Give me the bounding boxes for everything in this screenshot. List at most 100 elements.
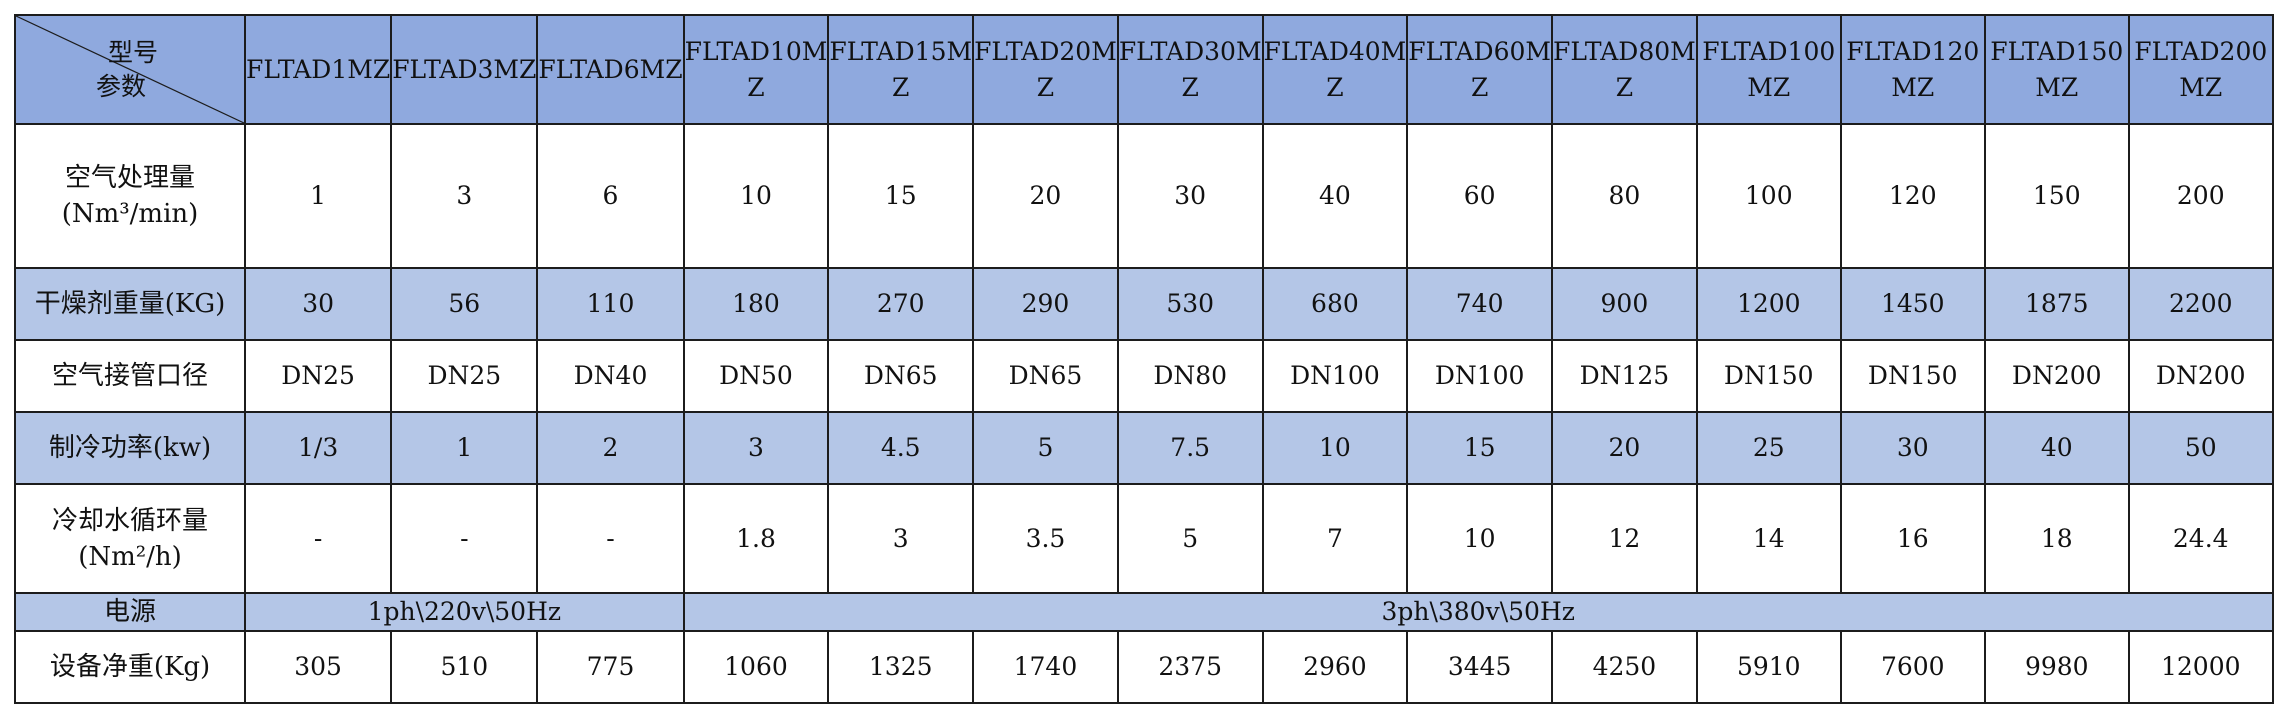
value-cell: 680 xyxy=(1261,267,1409,341)
row-label-pipe: 空气接管口径 xyxy=(14,339,246,413)
value-cell: 15 xyxy=(1406,411,1554,485)
value-cell: - xyxy=(390,483,539,594)
value-cell: DN200 xyxy=(1983,339,2130,413)
corner-diagonal xyxy=(16,16,244,123)
power-three-phase: 3ph\380v\50Hz xyxy=(682,592,2274,632)
row-desiccant: 干燥剂重量(KG) 30 56 110 180 270 290 530 680 740 900 12… xyxy=(14,267,2274,341)
value-cell: 1325 xyxy=(827,630,975,704)
value-cell: 150 xyxy=(1983,123,2130,269)
value-cell: 5 xyxy=(972,411,1119,485)
value-cell: DN150 xyxy=(1839,339,1986,413)
value-cell: 3 xyxy=(827,483,975,594)
value-cell: 7.5 xyxy=(1116,411,1264,485)
row-water: 冷却水循环量 (Nm²/h) - - -1.8 3 3.5 5 7 10 12 14 16 18 24.… xyxy=(14,483,2274,594)
value-cell: 775 xyxy=(536,630,685,704)
value-cell: 30 xyxy=(1116,123,1264,269)
value-cell: 24.4 xyxy=(2127,483,2274,594)
value-cell: 1450 xyxy=(1839,267,1986,341)
value-cell: 110 xyxy=(536,267,685,341)
value-cell: 100 xyxy=(1695,123,1842,269)
value-cell: 4.5 xyxy=(827,411,975,485)
value-cell: 740 xyxy=(1406,267,1554,341)
value-cell: DN80 xyxy=(1116,339,1264,413)
value-cell: 290 xyxy=(972,267,1119,341)
value-cell: DN50 xyxy=(682,339,830,413)
model-header-cell: FLTAD30M Z xyxy=(1116,14,1264,125)
value-cell: 30 xyxy=(243,267,393,341)
spec-table: 型号 参数 FLTAD1MZ FLTAD3MZ FLTAD6MZ FLTAD10M Z F… xyxy=(14,14,2274,704)
model-header-cell: FLTAD3MZ xyxy=(390,14,539,125)
value-cell: 6 xyxy=(536,123,685,269)
row-label-cooling: 制冷功率(kw) xyxy=(14,411,246,485)
value-cell: 1875 xyxy=(1983,267,2130,341)
value-cell: 200 xyxy=(2127,123,2274,269)
model-header-cell: FLTAD40M Z xyxy=(1261,14,1409,125)
value-cell: 50 xyxy=(2127,411,2274,485)
value-cell: 12 xyxy=(1551,483,1698,594)
row-label-water: 冷却水循环量 (Nm²/h) xyxy=(14,483,246,594)
row-power: 电源 1ph\220v\50Hz 3ph\380v\50Hz xyxy=(14,592,2274,632)
corner-param-label: 参数 xyxy=(96,72,147,101)
value-cell: DN150 xyxy=(1695,339,1842,413)
value-cell: 20 xyxy=(1551,411,1698,485)
row-pipe: 空气接管口径 DN25 DN25 DN40 DN50 DN65 DN65 DN80 DN100… xyxy=(14,339,2274,413)
value-cell: 10 xyxy=(682,123,830,269)
value-cell: 80 xyxy=(1551,123,1698,269)
corner-cell: 型号 参数 xyxy=(14,14,246,125)
model-header-cell: FLTAD200 MZ xyxy=(2127,14,2274,125)
value-cell: 20 xyxy=(972,123,1119,269)
value-cell: 5910 xyxy=(1695,630,1842,704)
value-cell: 3 xyxy=(682,411,830,485)
row-weight: 设备净重(Kg) 305 510 775 1060 1325 1740 2375 2960 34… xyxy=(14,630,2274,704)
value-cell: 900 xyxy=(1551,267,1698,341)
value-cell: 60 xyxy=(1406,123,1554,269)
value-cell: DN65 xyxy=(972,339,1119,413)
value-cell: 15 xyxy=(827,123,975,269)
value-cell: 10 xyxy=(1261,411,1409,485)
value-cell: 12000 xyxy=(2127,630,2274,704)
value-cell: 10 xyxy=(1406,483,1554,594)
corner-model-label: 型号 xyxy=(108,38,159,67)
value-cell: 25 xyxy=(1695,411,1842,485)
row-label-power: 电源 xyxy=(14,592,246,632)
value-cell: 270 xyxy=(827,267,975,341)
value-cell: 3 xyxy=(390,123,539,269)
row-label-desiccant: 干燥剂重量(KG) xyxy=(14,267,246,341)
value-cell: 1060 xyxy=(682,630,830,704)
value-cell: 1 xyxy=(243,123,393,269)
value-cell: 1 xyxy=(390,411,539,485)
model-header-cell: FLTAD20M Z xyxy=(972,14,1119,125)
value-cell: 1/3 xyxy=(243,411,393,485)
model-header-cell: FLTAD150 MZ xyxy=(1983,14,2130,125)
value-cell: 40 xyxy=(1983,411,2130,485)
model-header-cell: FLTAD6MZ xyxy=(536,14,685,125)
row-label-weight: 设备净重(Kg) xyxy=(14,630,246,704)
value-cell: DN25 xyxy=(390,339,539,413)
value-cell: 16 xyxy=(1839,483,1986,594)
value-cell: 305 xyxy=(243,630,393,704)
value-cell: 4250 xyxy=(1551,630,1698,704)
value-cell: 5 xyxy=(1116,483,1264,594)
value-cell: 7600 xyxy=(1839,630,1986,704)
value-cell: DN65 xyxy=(827,339,975,413)
value-cell: 180 xyxy=(682,267,830,341)
model-header-cell: FLTAD120 MZ xyxy=(1839,14,1986,125)
row-label-air-flow: 空气处理量 (Nm³/min) xyxy=(14,123,246,269)
header-row: 型号 参数 FLTAD1MZ FLTAD3MZ FLTAD6MZ FLTAD10M Z F… xyxy=(14,14,2274,125)
value-cell: DN125 xyxy=(1551,339,1698,413)
model-header-cell: FLTAD100 MZ xyxy=(1695,14,1842,125)
power-single-phase: 1ph\220v\50Hz xyxy=(244,592,685,632)
value-cell: - xyxy=(243,483,393,594)
value-cell: DN40 xyxy=(536,339,685,413)
model-header-cell: FLTAD1MZ xyxy=(243,14,393,125)
model-header-cell: FLTAD60M Z xyxy=(1406,14,1554,125)
value-cell: 1740 xyxy=(972,630,1119,704)
value-cell: DN25 xyxy=(243,339,393,413)
value-cell: 530 xyxy=(1116,267,1264,341)
value-cell: 7 xyxy=(1261,483,1409,594)
row-air-flow: 空气处理量 (Nm³/min) 1 3 6 10 15 20 30 40 60 80 100 120 1… xyxy=(14,123,2274,269)
value-cell: - xyxy=(536,483,685,594)
value-cell: 2 xyxy=(536,411,685,485)
model-header-cell: FLTAD80M Z xyxy=(1551,14,1698,125)
value-cell: DN100 xyxy=(1261,339,1409,413)
